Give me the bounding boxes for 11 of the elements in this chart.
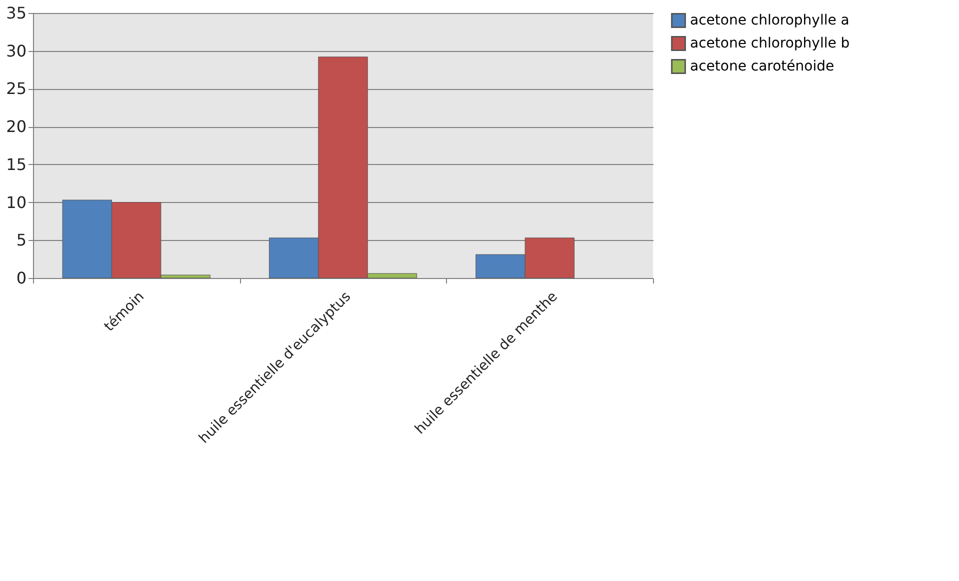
y-tick-label: 20 (6, 117, 26, 136)
legend-label: acetone caroténoide (690, 58, 834, 74)
legend-label: acetone chlorophylle b (690, 36, 850, 52)
y-tick-label: 10 (6, 192, 26, 212)
y-tick-label: 15 (6, 154, 26, 174)
y-tick-label: 0 (16, 268, 26, 288)
y-tick-label: 5 (16, 230, 26, 250)
y-tick-label: 30 (6, 41, 26, 60)
legend-label: acetone chlorophylle a (690, 12, 850, 28)
y-tick-label: 35 (6, 4, 26, 22)
y-tick-label: 25 (6, 79, 26, 98)
